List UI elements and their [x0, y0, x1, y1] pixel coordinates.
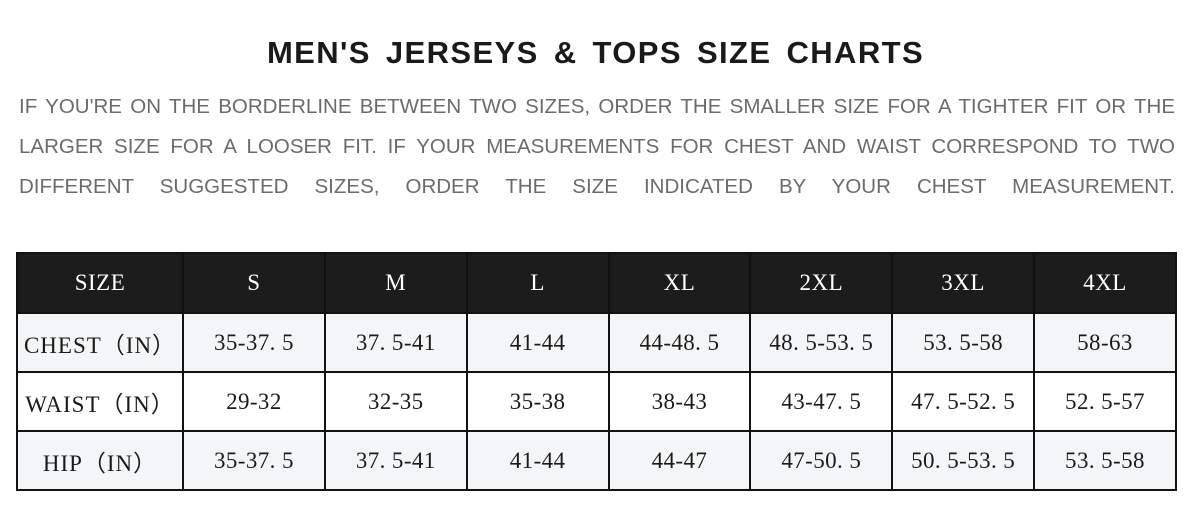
cell-hip-4xl: 53. 5-58: [1033, 430, 1177, 491]
size-chart-table-container: SIZE S M L XL 2XL 3XL 4XL CHEST（IN） 35-3…: [16, 252, 1177, 491]
column-header-3xl: 3XL: [891, 252, 1036, 314]
cell-waist-l: 35-38: [465, 371, 610, 432]
size-chart-table: SIZE S M L XL 2XL 3XL 4XL CHEST（IN） 35-3…: [16, 252, 1177, 491]
cell-hip-l: 41-44: [465, 430, 610, 491]
cell-waist-m: 32-35: [323, 371, 468, 432]
column-header-4xl: 4XL: [1033, 252, 1177, 314]
cell-hip-m: 37. 5-41: [323, 430, 468, 491]
cell-hip-3xl: 50. 5-53. 5: [891, 430, 1036, 491]
column-header-l: L: [465, 252, 610, 314]
cell-waist-2xl: 43-47. 5: [749, 371, 894, 432]
cell-waist-4xl: 52. 5-57: [1033, 371, 1177, 432]
table-header-row: SIZE S M L XL 2XL 3XL 4XL: [16, 252, 1177, 314]
cell-waist-3xl: 47. 5-52. 5: [891, 371, 1036, 432]
table-row: CHEST（IN） 35-37. 5 37. 5-41 41-44 44-48.…: [16, 312, 1177, 373]
column-header-xl: XL: [607, 252, 752, 314]
cell-chest-4xl: 58-63: [1033, 312, 1177, 373]
cell-waist-xl: 38-43: [607, 371, 752, 432]
column-header-2xl: 2XL: [749, 252, 894, 314]
cell-chest-l: 41-44: [465, 312, 610, 373]
cell-waist-s: 29-32: [182, 371, 326, 432]
cell-chest-2xl: 48. 5-53. 5: [749, 312, 894, 373]
cell-hip-2xl: 47-50. 5: [749, 430, 894, 491]
cell-chest-3xl: 53. 5-58: [891, 312, 1036, 373]
cell-hip-s: 35-37. 5: [182, 430, 326, 491]
column-header-s: S: [182, 252, 326, 314]
cell-chest-m: 37. 5-41: [323, 312, 468, 373]
page-title: MEN'S JERSEYS & TOPS SIZE CHARTS: [266, 35, 925, 70]
table-row: WAIST（IN） 29-32 32-35 35-38 38-43 43-47.…: [16, 371, 1177, 432]
row-label-waist: WAIST（IN）: [16, 371, 184, 432]
column-header-size: SIZE: [16, 252, 184, 314]
table-row: HIP（IN） 35-37. 5 37. 5-41 41-44 44-47 47…: [16, 430, 1177, 491]
cell-chest-xl: 44-48. 5: [607, 312, 752, 373]
cell-chest-s: 35-37. 5: [182, 312, 326, 373]
table-header: SIZE S M L XL 2XL 3XL 4XL: [16, 252, 1177, 314]
row-label-hip: HIP（IN）: [16, 430, 184, 491]
column-header-m: M: [323, 252, 468, 314]
sizing-instructions: IF YOU'RE ON THE BORDERLINE BETWEEN TWO …: [19, 95, 1175, 198]
row-label-chest: CHEST（IN）: [16, 312, 184, 373]
table-body: CHEST（IN） 35-37. 5 37. 5-41 41-44 44-48.…: [16, 312, 1177, 491]
cell-hip-xl: 44-47: [607, 430, 752, 491]
